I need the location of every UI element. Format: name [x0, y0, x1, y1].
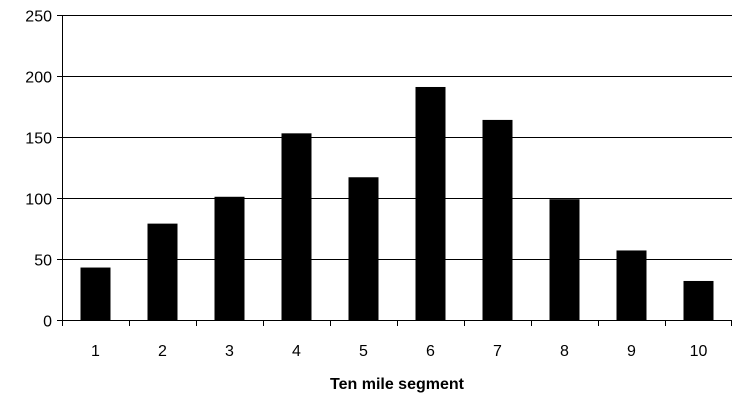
bar [415, 86, 446, 320]
y-tick-label: 100 [25, 192, 52, 209]
x-tick-labels: 1 2 3 4 5 6 7 8 9 10 [91, 343, 707, 360]
x-tick-label: 6 [426, 343, 435, 360]
bar [147, 223, 178, 320]
y-tick-label: 50 [34, 253, 52, 270]
bar [549, 199, 580, 320]
x-tick-label: 8 [560, 343, 569, 360]
x-tick-label: 10 [690, 343, 708, 360]
x-tick-label: 4 [292, 343, 301, 360]
bar [281, 133, 312, 320]
bar [348, 177, 379, 320]
x-tick-label: 9 [627, 343, 636, 360]
y-tick-label: 150 [25, 131, 52, 148]
y-tick-labels: 0 50 100 150 200 250 [25, 9, 52, 331]
bar [214, 196, 245, 320]
x-axis-title: Ten mile segment [330, 376, 465, 393]
x-tick-label: 7 [493, 343, 502, 360]
x-tick-label: 5 [359, 343, 368, 360]
bar [683, 280, 714, 320]
y-tick-label: 0 [43, 314, 52, 331]
x-tick-label: 2 [158, 343, 167, 360]
x-tick-label: 3 [225, 343, 234, 360]
y-tick-label: 250 [25, 9, 52, 26]
x-tick-label: 1 [91, 343, 100, 360]
bar [616, 250, 647, 320]
gridlines [62, 15, 732, 260]
axes [57, 15, 732, 326]
bar [482, 119, 513, 320]
y-tick-label: 200 [25, 70, 52, 87]
bar [80, 267, 111, 320]
bars [80, 86, 714, 320]
